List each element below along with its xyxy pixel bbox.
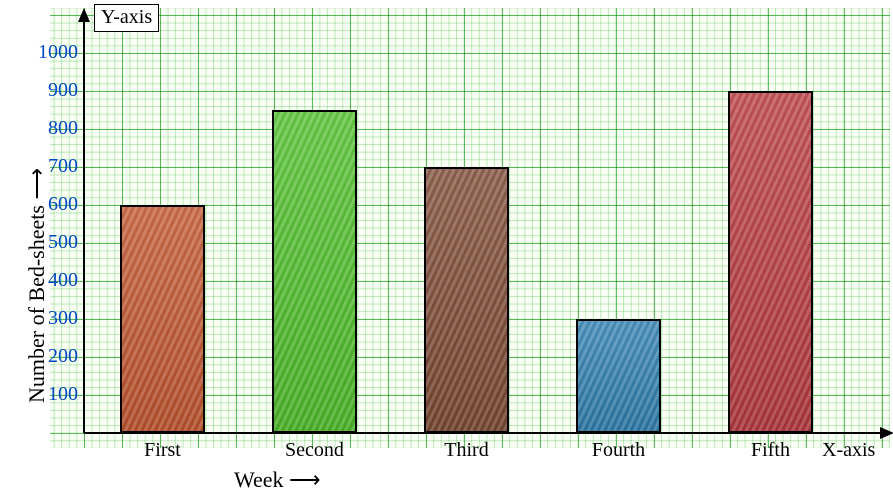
chart-root: Y-axis X-axis 10020030040050060070080090…: [0, 0, 893, 500]
bar: [120, 205, 205, 433]
category-label: First: [123, 439, 203, 462]
category-label: Third: [427, 439, 507, 462]
bar: [272, 110, 357, 433]
x-axis-title-arrow-icon: ⟶: [289, 467, 321, 492]
y-axis-arrowhead-icon: [78, 8, 90, 22]
x-axis-title: Week ⟶: [234, 467, 321, 493]
y-axis-title-text: Number of Bed-sheets: [24, 205, 49, 403]
category-label: Fourth: [579, 439, 659, 462]
bar: [424, 167, 509, 433]
y-tick-label: 900: [34, 79, 78, 102]
x-axis-title-text: Week: [234, 467, 284, 492]
y-tick-label: 800: [34, 117, 78, 140]
category-label: Second: [275, 439, 355, 462]
x-axis-arrowhead-icon: [880, 427, 893, 439]
y-axis-title-arrow-icon: ⟶: [24, 168, 49, 200]
y-axis-line: [83, 10, 85, 433]
y-axis-arrow-label: Y-axis: [94, 4, 159, 32]
y-axis-title: Number of Bed-sheets ⟶: [24, 168, 50, 403]
bar: [728, 91, 813, 433]
x-axis-arrow-label: X-axis: [822, 439, 875, 462]
category-label: Fifth: [731, 439, 811, 462]
bar: [576, 319, 661, 433]
y-tick-label: 1000: [34, 41, 78, 64]
